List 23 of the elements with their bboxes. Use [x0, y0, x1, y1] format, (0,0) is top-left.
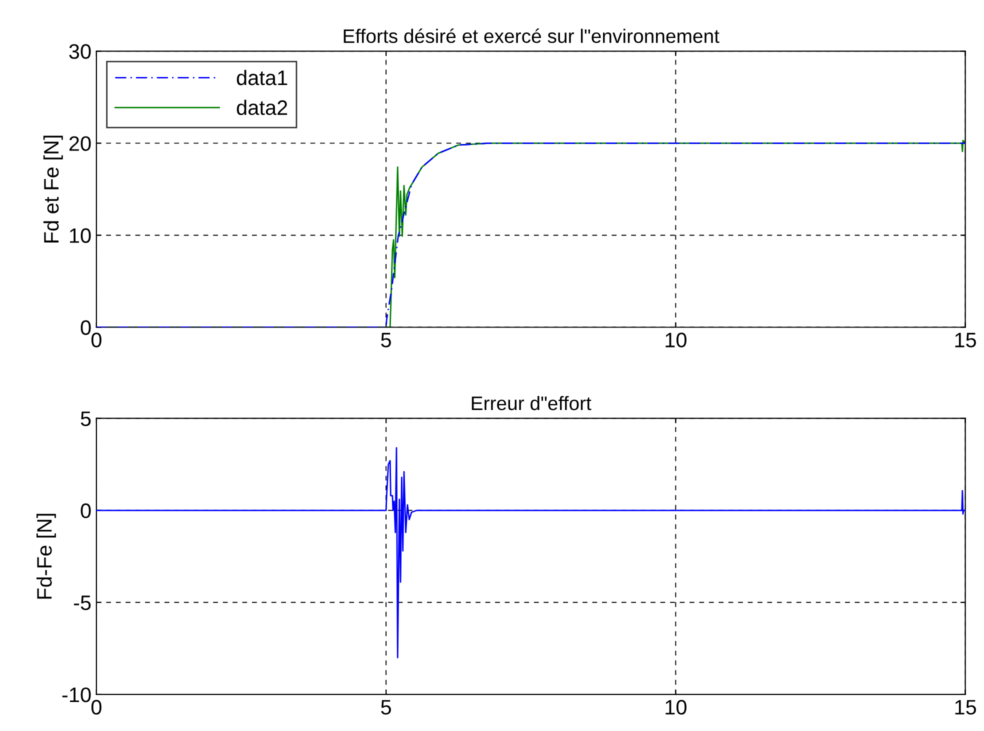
line-series: [96, 447, 966, 658]
y-tick-label: 30: [69, 44, 91, 59]
legend-label: data1: [236, 70, 288, 86]
x-tick-label: 15: [955, 332, 976, 348]
chart-title: Efforts désiré et exercé sur l"environnement: [344, 28, 720, 44]
x-tick-label: 0: [91, 700, 102, 715]
x-tick-label: 5: [381, 332, 391, 348]
x-tick-label: 0: [91, 332, 102, 348]
x-tick-label: 10: [666, 332, 686, 348]
y-tick-label: -10: [62, 687, 91, 702]
y-axis-title: Fd-Fe [N]: [36, 514, 56, 599]
legend-label: data2: [236, 100, 288, 116]
x-tick-label: 15: [955, 700, 976, 715]
y-tick-label: -5: [74, 596, 91, 610]
y-tick-label: 10: [70, 228, 91, 243]
y-tick-label: 0: [80, 320, 91, 336]
y-axis-title: Fd et Fe [N]: [43, 136, 63, 242]
y-tick-label: 0: [80, 503, 91, 518]
chart-title: Erreur d"effort: [472, 396, 592, 410]
x-tick-label: 10: [666, 700, 686, 715]
x-tick-label: 5: [381, 700, 391, 715]
y-tick-label: 20: [69, 136, 91, 151]
y-tick-label: 5: [80, 412, 91, 426]
